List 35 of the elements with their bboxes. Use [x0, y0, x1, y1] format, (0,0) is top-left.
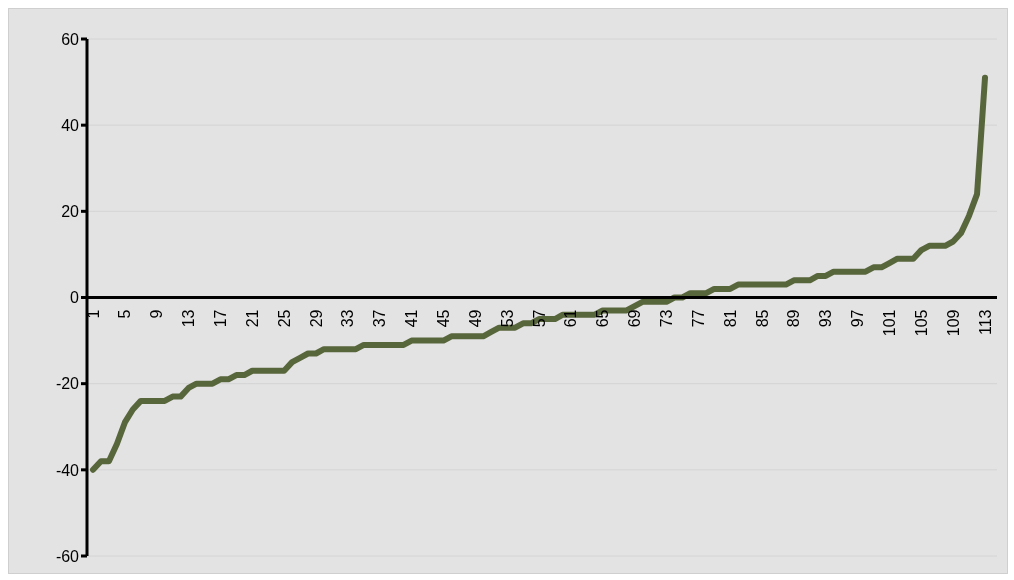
x-tick-label: 85 [753, 309, 771, 328]
x-tick-label: 29 [307, 309, 325, 328]
x-tick-label: 69 [626, 309, 644, 328]
x-tick-label: 25 [275, 309, 293, 328]
y-tick-label: 0 [70, 289, 80, 307]
x-tick-label: 105 [912, 309, 930, 337]
x-tick-label: 45 [434, 309, 452, 328]
x-tick-label: 17 [211, 309, 229, 328]
x-tick-label: 77 [689, 309, 707, 328]
x-tick-label: 101 [880, 309, 898, 337]
x-tick-label: 113 [976, 309, 994, 336]
x-tick-label: 61 [562, 309, 580, 328]
x-tick-label: 37 [371, 309, 389, 328]
y-tick-label: 20 [61, 203, 80, 221]
y-tick-label: -40 [55, 461, 80, 479]
x-tick-label: 65 [594, 309, 612, 328]
x-tick-label: 33 [339, 309, 357, 328]
x-tick-label: 49 [466, 309, 484, 328]
x-tick-label: 73 [657, 309, 675, 328]
y-tick-label: -20 [55, 375, 80, 393]
x-tick-label: 53 [498, 309, 516, 328]
y-tick-label: 60 [61, 30, 80, 48]
x-tick-label: 93 [817, 309, 835, 328]
x-tick-label: 57 [530, 309, 548, 328]
x-tick-label: 81 [721, 309, 739, 328]
x-tick-label: 21 [243, 309, 261, 328]
x-tick-label: 13 [180, 309, 198, 328]
x-tick-label: 5 [116, 309, 134, 319]
y-tick-label: 40 [61, 116, 80, 134]
x-tick-label: 9 [148, 309, 166, 319]
x-tick-label: 97 [849, 309, 867, 328]
y-tick-label: -60 [55, 547, 80, 565]
x-tick-label: 41 [403, 309, 421, 328]
x-tick-label: 89 [785, 309, 803, 328]
x-tick-label: 109 [944, 309, 962, 337]
